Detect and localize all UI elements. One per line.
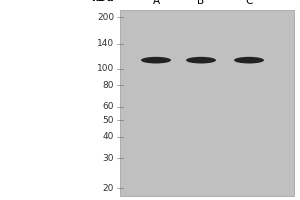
Ellipse shape <box>234 57 264 63</box>
Text: 140: 140 <box>97 39 114 48</box>
Text: C: C <box>245 0 253 6</box>
Text: A: A <box>152 0 160 6</box>
Text: 30: 30 <box>103 154 114 163</box>
Text: kDa: kDa <box>91 0 114 3</box>
Text: 40: 40 <box>103 132 114 141</box>
Text: 100: 100 <box>97 64 114 73</box>
Ellipse shape <box>186 57 216 63</box>
Text: 200: 200 <box>97 13 114 22</box>
Text: 20: 20 <box>103 184 114 193</box>
Text: 50: 50 <box>103 116 114 125</box>
Ellipse shape <box>141 57 171 63</box>
Text: B: B <box>197 0 205 6</box>
Text: 80: 80 <box>103 81 114 90</box>
Bar <box>120 10 294 196</box>
Text: 60: 60 <box>103 102 114 111</box>
